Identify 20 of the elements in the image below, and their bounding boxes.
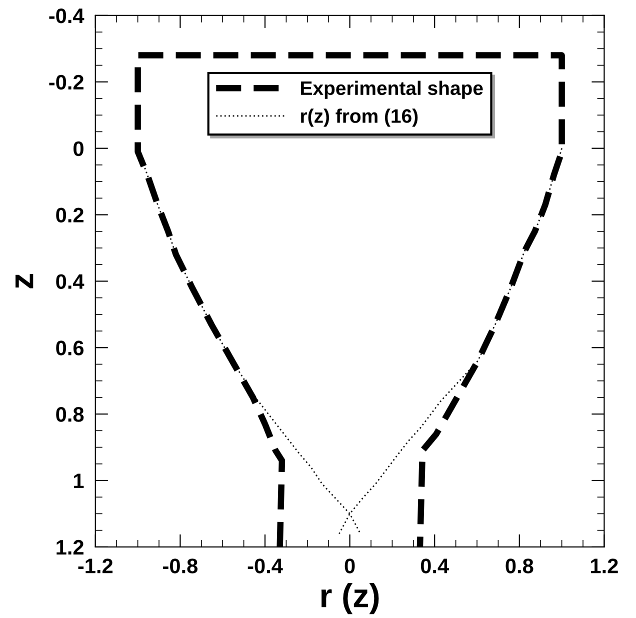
y-tick-label: -0.4 <box>49 8 84 24</box>
x-tick-label: 0.4 <box>420 558 449 574</box>
y-tick-label: 0.2 <box>56 208 84 223</box>
x-axis-title: r (z) <box>321 583 379 614</box>
x-tick-label: 0.8 <box>506 558 534 574</box>
y-tick-label: 0 <box>74 141 84 156</box>
legend-label: r(z) from (16) <box>301 108 418 127</box>
x-tick-label: -0.4 <box>248 558 283 574</box>
y-tick-label: 0.6 <box>56 340 84 356</box>
y-tick-label: -0.2 <box>49 74 84 90</box>
y-axis-title: z <box>16 274 34 288</box>
legend-label: Experimental shape <box>301 80 483 99</box>
x-tick-label: 0 <box>344 558 355 574</box>
x-tick-label: -1.2 <box>78 558 113 574</box>
y-tick-label: 1.2 <box>56 540 84 554</box>
x-tick-label: 1.2 <box>591 558 618 574</box>
y-tick-label: 0.8 <box>56 407 84 422</box>
y-tick-label: 0.4 <box>56 274 84 289</box>
x-tick-label: -0.8 <box>163 558 198 574</box>
y-tick-label: 1 <box>74 474 84 488</box>
